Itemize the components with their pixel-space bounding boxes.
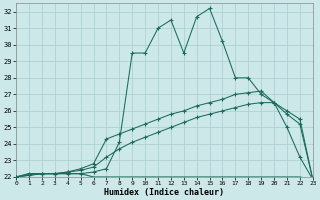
X-axis label: Humidex (Indice chaleur): Humidex (Indice chaleur) bbox=[104, 188, 224, 197]
